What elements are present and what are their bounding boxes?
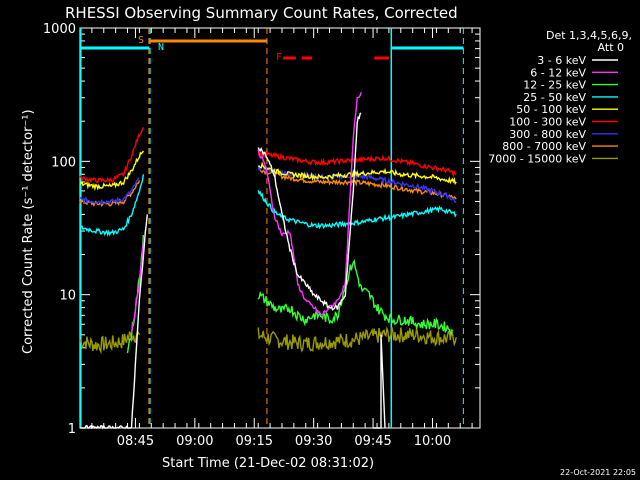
marker-n: N xyxy=(158,42,164,53)
x-tick-label: 09:00 xyxy=(176,434,213,449)
x-tick-label: 09:45 xyxy=(354,434,391,449)
y-axis-label: Corrected Count Rate (s⁻¹ detector⁻¹) xyxy=(21,109,36,354)
chart-title: RHESSI Observing Summary Count Rates, Co… xyxy=(65,4,458,22)
series-100-300-kev xyxy=(257,149,457,178)
legend-label: 6 - 12 keV xyxy=(530,66,586,79)
attenuator-markers: S N F xyxy=(80,28,464,428)
series-50-100-kev xyxy=(79,150,145,192)
series-7000-15000-kev xyxy=(79,330,141,355)
x-tick-label: 09:15 xyxy=(236,434,273,449)
x-axis-label: Start Time (21-Dec-02 08:31:02) xyxy=(162,456,374,471)
legend-label: 50 - 100 keV xyxy=(516,103,586,116)
series-3-6-kev xyxy=(257,112,362,311)
series-6-12-kev xyxy=(130,241,145,334)
y-tick-label: 10 xyxy=(59,289,76,304)
legend-label: 800 - 7000 keV xyxy=(502,140,586,153)
series-3-6-kev xyxy=(79,214,148,430)
legend-label: 12 - 25 keV xyxy=(523,79,586,92)
marker-f: F xyxy=(276,52,282,63)
legend-label: 7000 - 15000 keV xyxy=(488,152,586,165)
series-lines xyxy=(79,91,457,430)
series-50-100-kev xyxy=(257,161,457,186)
y-tick-label: 1000 xyxy=(43,22,76,37)
series-7000-15000-kev xyxy=(257,325,457,353)
marker-s: S xyxy=(138,35,144,46)
series-100-300-kev xyxy=(79,126,145,184)
series-800-7000-kev xyxy=(258,167,457,201)
x-tick-label: 08:45 xyxy=(117,434,154,449)
plot-area xyxy=(79,27,481,429)
legend-label: 3 - 6 keV xyxy=(537,54,586,67)
series-6-12-kev xyxy=(257,91,362,316)
y-tick-label: 100 xyxy=(51,155,76,170)
x-tick-label: 10:00 xyxy=(414,434,451,449)
series-25-50-kev xyxy=(257,190,457,230)
legend-label: 25 - 50 keV xyxy=(523,91,586,104)
series-12-25-kev xyxy=(257,259,453,336)
series-3-6-kev xyxy=(373,334,386,429)
legend-label: 100 - 300 keV xyxy=(509,116,586,129)
legend-header-line2: Att 0 xyxy=(598,41,624,54)
x-tick-label: 09:30 xyxy=(295,434,332,449)
x-axis: 08:45 09:00 09:15 09:30 09:45 10:00 xyxy=(79,28,473,449)
series-25-50-kev xyxy=(79,174,145,238)
legend-label: 300 - 800 keV xyxy=(509,128,586,141)
footer-date: 22-Oct-2021 22:05 xyxy=(560,468,636,477)
series-300-800-kev xyxy=(79,177,140,206)
y-tick-label: 1 xyxy=(68,422,76,437)
legend-header-line1: Det 1,3,4,5,6,9, xyxy=(546,29,632,42)
